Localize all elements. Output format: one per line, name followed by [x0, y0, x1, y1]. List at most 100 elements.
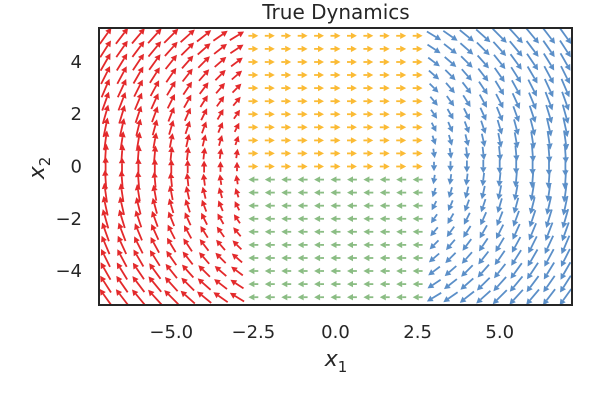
quiver-arrow: [460, 55, 473, 68]
quiver-arrow: [494, 80, 504, 96]
quiver-arrow: [347, 267, 357, 275]
quiver-arrow: [314, 58, 324, 66]
quiver-arrow: [561, 104, 570, 124]
quiver-arrow: [363, 32, 374, 39]
quiver-arrow: [347, 98, 357, 105]
quiver-arrow: [495, 224, 505, 239]
quiver-arrow: [330, 215, 341, 222]
quiver-arrow: [99, 27, 112, 45]
quiver-arrow: [215, 82, 225, 94]
quiver-arrow: [264, 58, 275, 66]
quiver-arrow: [330, 254, 341, 262]
quiver-arrow: [347, 176, 357, 183]
quiver-arrow: [412, 202, 423, 209]
quiver-arrow: [168, 159, 175, 174]
quiver-arrow: [396, 71, 407, 79]
quiver-arrow: [115, 40, 128, 58]
quiver-arrow: [151, 158, 158, 175]
quiver-arrow: [526, 275, 540, 293]
quiver-arrow: [480, 159, 487, 174]
quiver-arrow: [214, 279, 228, 290]
quiver-arrow: [163, 28, 179, 44]
quiver-arrow: [444, 69, 456, 81]
quiver-arrow: [442, 30, 458, 41]
quiver-arrow: [168, 146, 175, 161]
quiver-arrow: [463, 134, 470, 147]
quiver-arrow: [431, 174, 438, 185]
quiver-arrow: [184, 146, 191, 161]
quiver-arrow: [181, 68, 193, 83]
quiver-arrow: [529, 131, 537, 149]
quiver-arrow: [543, 65, 554, 84]
quiver-arrow: [149, 67, 160, 84]
quiver-arrow: [396, 45, 407, 53]
quiver-arrow: [428, 82, 439, 93]
quiver-arrow: [229, 292, 245, 303]
quiver-arrow: [544, 235, 555, 254]
quiver-arrow: [264, 98, 275, 105]
quiver-arrow: [431, 187, 438, 198]
quiver-arrow: [281, 294, 292, 301]
quiver-arrow: [281, 124, 292, 131]
quiver-arrow: [430, 226, 439, 237]
quiver-arrow: [379, 215, 390, 222]
quiver-arrow: [480, 172, 487, 187]
quiver-arrow: [314, 98, 324, 105]
quiver-arrow: [281, 202, 292, 209]
quiver-arrow: [131, 40, 145, 58]
quiver-arrow: [134, 184, 142, 202]
quiver-arrow: [347, 124, 357, 131]
quiver-arrow: [495, 237, 505, 253]
quiver-arrow: [217, 135, 224, 146]
quiver-arrow: [330, 111, 341, 118]
quiver-arrow: [297, 137, 308, 144]
quiver-arrow: [152, 132, 159, 149]
quiver-arrow: [330, 45, 341, 53]
quiver-arrow: [314, 215, 324, 222]
quiver-arrow: [234, 201, 241, 211]
quiver-arrow: [559, 40, 571, 58]
quiver-arrow: [200, 108, 208, 121]
quiver-arrow: [513, 119, 520, 136]
quiver-arrow: [347, 150, 357, 157]
quiver-arrow: [297, 267, 308, 275]
quiver-arrow: [200, 160, 208, 173]
quiver-arrow: [363, 137, 374, 144]
quiver-arrow: [428, 265, 441, 276]
quiver-arrow: [463, 173, 471, 186]
quiver-arrow: [476, 290, 492, 304]
quiver-arrow: [233, 161, 241, 172]
quiver-arrow: [151, 106, 159, 123]
quiver-arrow: [546, 117, 553, 137]
quiver-arrow: [447, 213, 455, 224]
quiver-arrow: [379, 163, 390, 170]
quiver-arrow: [396, 241, 407, 249]
quiver-arrow: [363, 280, 374, 288]
quiver-arrow: [264, 267, 275, 275]
quiver-arrow: [230, 57, 243, 68]
quiver-arrow: [183, 107, 192, 122]
x-tick-label: −2.5: [232, 322, 276, 343]
quiver-arrow: [347, 254, 357, 262]
quiver-arrow: [477, 68, 489, 82]
quiver-arrow: [297, 124, 308, 131]
quiver-arrow: [117, 209, 126, 229]
quiver-arrow: [248, 254, 259, 262]
quiver-arrow: [476, 277, 491, 291]
quiver-arrow: [330, 150, 341, 157]
quiver-arrow: [248, 163, 259, 170]
quiver-arrow: [496, 119, 504, 135]
quiver-arrow: [297, 32, 308, 39]
quiver-arrow: [431, 200, 438, 211]
quiver-arrow: [314, 150, 324, 157]
quiver-arrow: [167, 172, 175, 187]
quiver-arrow: [330, 294, 341, 301]
quiver-arrow: [396, 202, 407, 209]
quiver-arrow: [217, 161, 224, 172]
quiver-arrow: [213, 43, 227, 55]
quiver-arrow: [478, 81, 488, 95]
quiver-arrow: [463, 186, 470, 199]
quiver-arrow: [347, 137, 357, 144]
quiver-arrow: [217, 174, 224, 186]
